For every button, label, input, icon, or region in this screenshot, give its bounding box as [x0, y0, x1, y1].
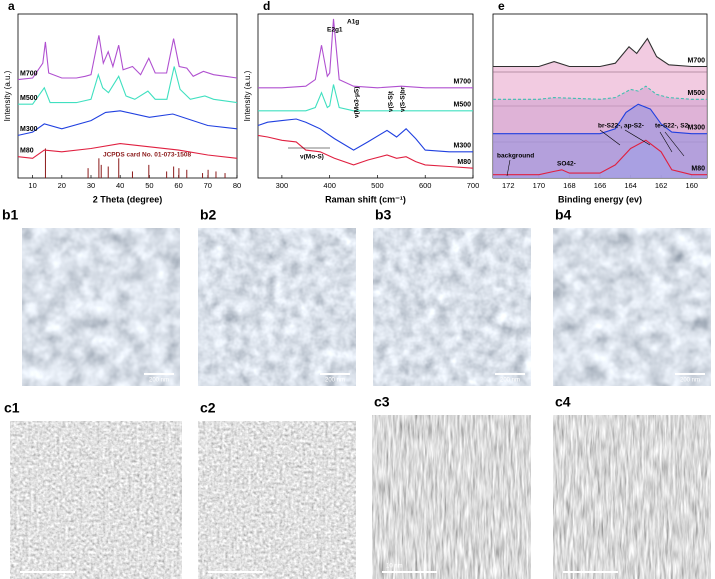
- annotation: ν(Mo-S): [300, 154, 324, 161]
- annotation: ν(Mo3-μS): [354, 87, 361, 118]
- image-label: b4: [555, 207, 572, 223]
- series-line: [258, 84, 473, 112]
- annotation-arrow: [664, 131, 685, 157]
- x-tick-label: 166: [594, 181, 607, 190]
- x-tick-label: 60: [174, 181, 182, 190]
- panel-label: d: [263, 0, 270, 13]
- series-line: [493, 103, 707, 135]
- x-tick-label: 500: [371, 181, 384, 190]
- scale-bar-label: 200 nm: [149, 378, 169, 384]
- x-tick-label: 80: [233, 181, 241, 190]
- image-label: c4: [555, 394, 571, 410]
- x-tick-label: 170: [533, 181, 546, 190]
- micrograph: [198, 421, 356, 579]
- image-label: b3: [375, 207, 392, 223]
- x-axis-label: 2 Theta (degree): [93, 194, 163, 204]
- series-label: M500: [453, 102, 471, 109]
- micrograph: [553, 228, 711, 386]
- scale-bar-label: 200 nm: [325, 378, 345, 384]
- image-label: b2: [200, 207, 217, 223]
- x-axis-label: Raman shift (cm⁻¹): [325, 194, 406, 204]
- x-tick-label: 10: [28, 181, 36, 190]
- series-line: [493, 139, 707, 176]
- x-tick-label: 160: [685, 181, 698, 190]
- annotation-arrow: [506, 159, 511, 177]
- y-axis-label: Intensity (a.u.): [243, 70, 252, 121]
- panel-label: a: [8, 0, 15, 13]
- x-tick-label: 400: [323, 181, 336, 190]
- annotation: te-S22-, S2-: [655, 123, 690, 130]
- image-label: c2: [200, 400, 216, 416]
- x-tick-label: 172: [502, 181, 515, 190]
- annotation: ν(S-S)t: [388, 90, 395, 112]
- x-tick-label: 20: [58, 181, 66, 190]
- scale-bar-label: 200 nm: [680, 378, 700, 384]
- annotation: SO42-: [557, 161, 576, 168]
- series-line: [17, 143, 238, 159]
- annotation-arrow: [659, 131, 673, 153]
- series-line: [257, 134, 474, 169]
- scale-bar-label: 200 nm: [500, 378, 520, 384]
- plot-frame: [257, 13, 474, 179]
- plot-frame: [17, 13, 238, 179]
- x-tick-label: 70: [204, 181, 212, 190]
- series-label: M80: [691, 166, 705, 173]
- series-label: M300: [687, 125, 705, 132]
- x-tick-label: 30: [87, 181, 95, 190]
- micrograph: [198, 228, 356, 386]
- series-line: [18, 66, 238, 105]
- series-line: [493, 37, 707, 68]
- x-tick-label: 600: [419, 181, 432, 190]
- series-label: M300: [20, 126, 38, 133]
- annotation: br-S22-, ap-S2-: [598, 123, 644, 130]
- x-tick-label: 700: [467, 181, 480, 190]
- micrograph: [10, 421, 182, 579]
- micrograph: [373, 228, 531, 386]
- annotation-arrow: [599, 129, 621, 146]
- x-tick-label: 50: [145, 181, 153, 190]
- x-tick-label: 164: [624, 181, 637, 190]
- panel-label: e: [498, 0, 505, 13]
- reference-label: JCPDS card No. 01-073-1508: [103, 152, 192, 159]
- series-label: M700: [20, 70, 38, 77]
- series-label: M80: [20, 148, 34, 155]
- annotation: A1g: [347, 19, 359, 26]
- x-tick-label: 168: [563, 181, 576, 190]
- series-label: M700: [453, 79, 471, 86]
- x-tick-label: 300: [276, 181, 289, 190]
- x-tick-label: 162: [655, 181, 668, 190]
- image-label: c1: [4, 400, 20, 416]
- series-label: M80: [457, 159, 471, 166]
- series-line: [17, 35, 238, 81]
- series-label: M500: [20, 95, 38, 102]
- series-area: [493, 140, 707, 178]
- micrograph: [372, 415, 531, 579]
- annotation: ν(S-S)br: [400, 86, 407, 112]
- series-line: [493, 85, 707, 100]
- image-label: c3: [374, 394, 390, 410]
- scale-bar-label: 10 nm: [386, 564, 403, 570]
- series-label: M300: [453, 143, 471, 150]
- micrograph: [22, 228, 180, 386]
- annotation-arrow: [624, 129, 651, 146]
- series-line: [257, 118, 473, 153]
- series-label: M700: [687, 57, 705, 64]
- series-line: [17, 110, 238, 136]
- y-axis-label: Intensity (a.u.): [3, 70, 12, 121]
- x-tick-label: 40: [116, 181, 124, 190]
- micrograph: [553, 415, 711, 579]
- annotation: E2g1: [327, 27, 343, 34]
- series-line: [258, 18, 473, 89]
- annotation: background: [497, 153, 534, 160]
- x-axis-label: Binding energy (ev): [558, 194, 642, 204]
- image-label: b1: [2, 207, 19, 223]
- series-label: M500: [687, 90, 705, 97]
